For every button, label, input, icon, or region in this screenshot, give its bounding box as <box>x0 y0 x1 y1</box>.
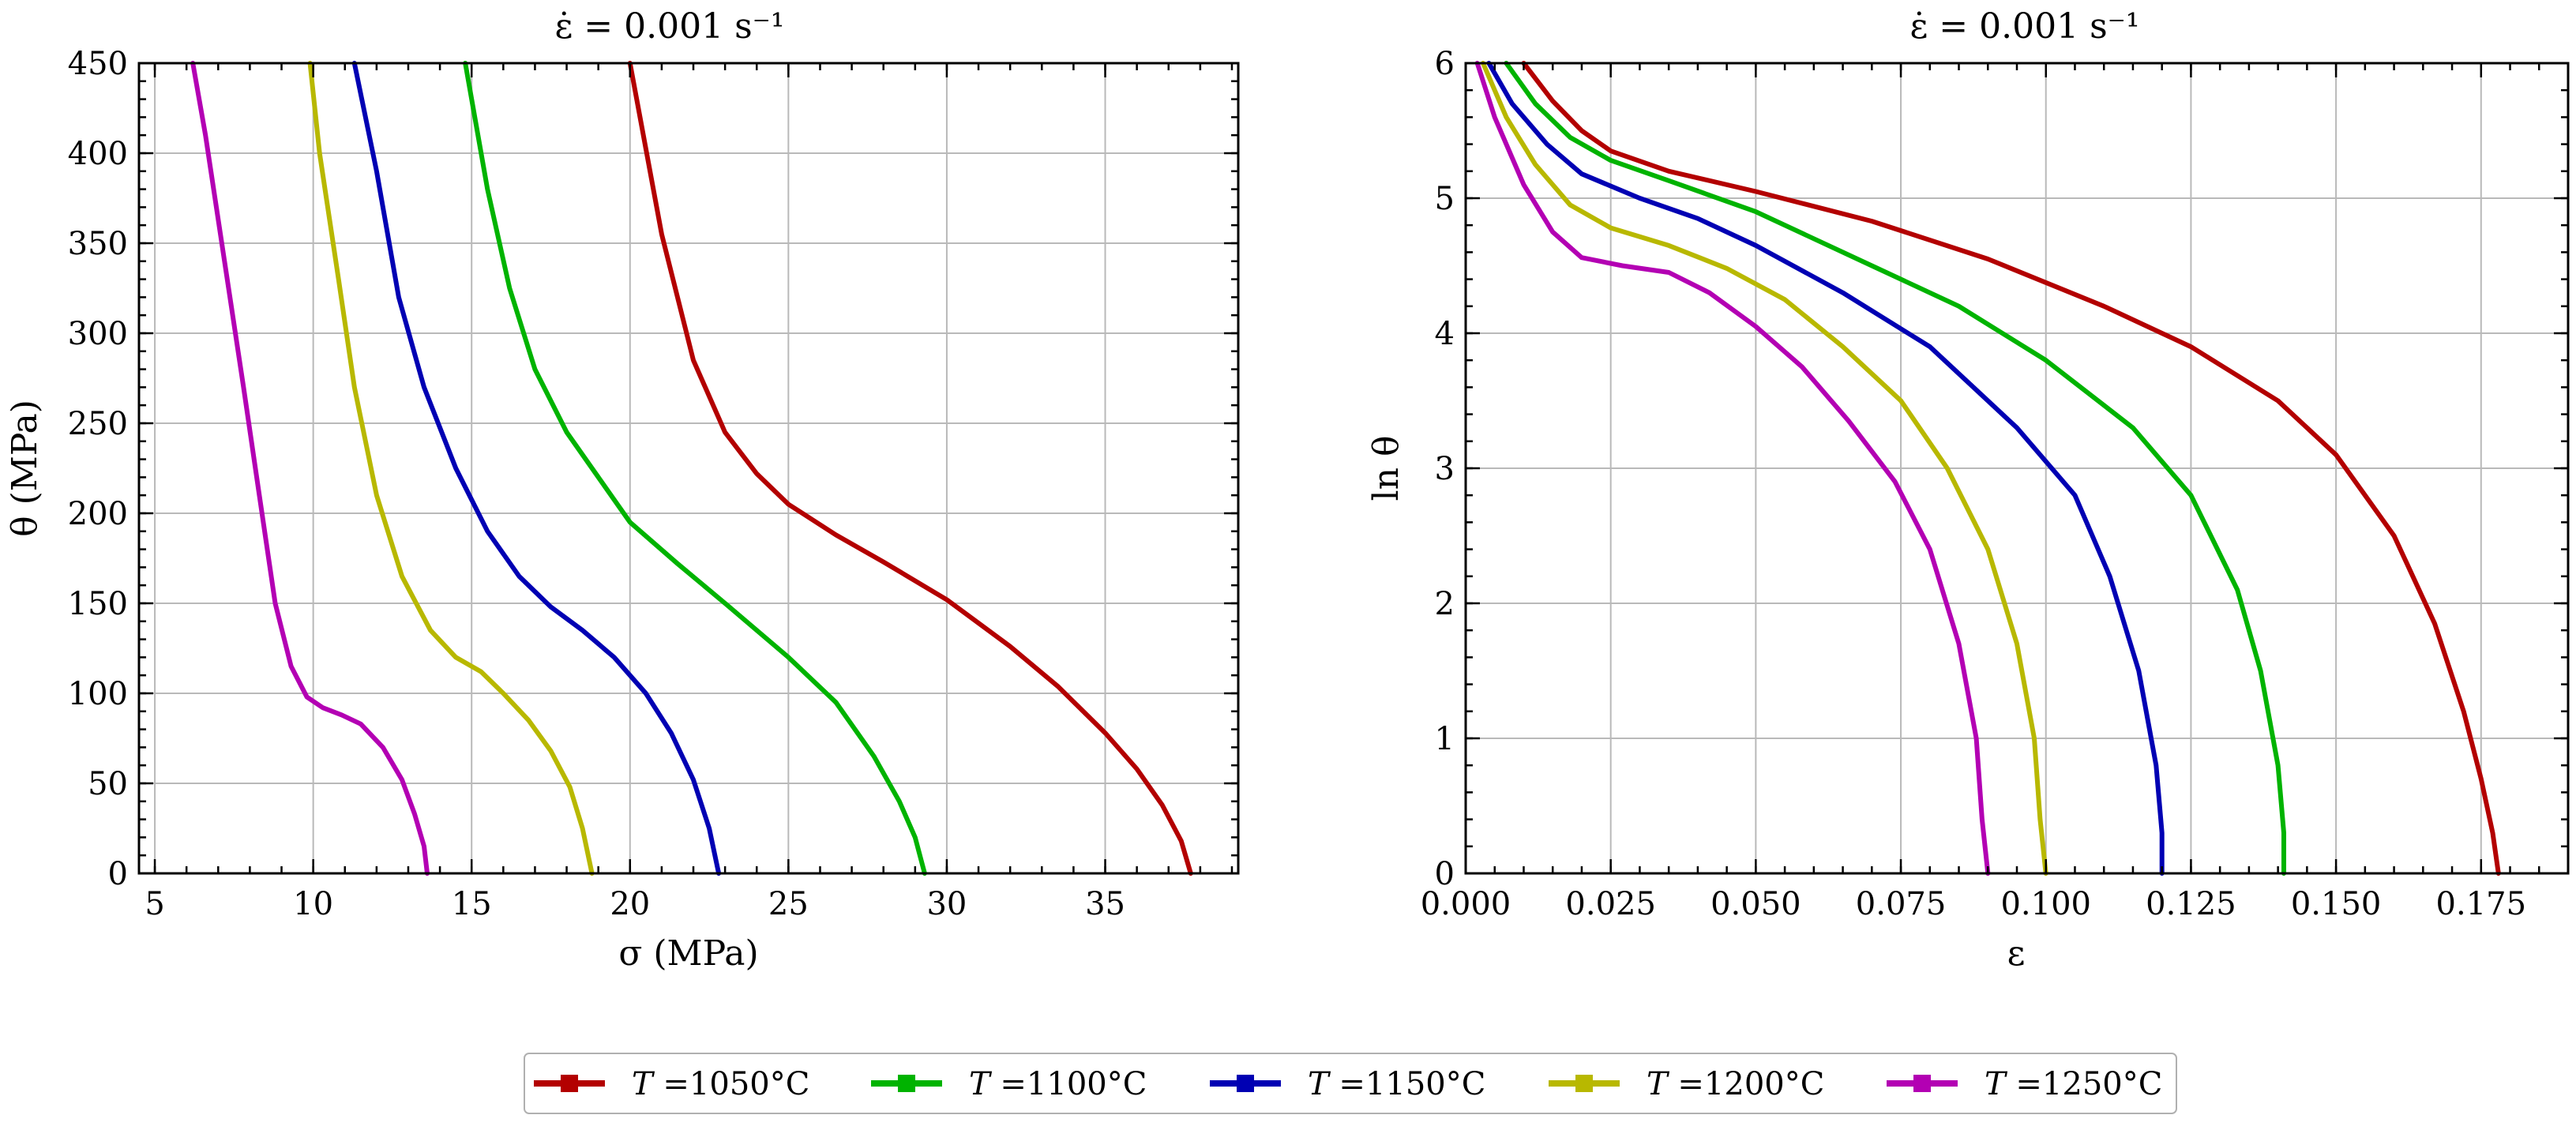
x-tick-label: 0.000 <box>1421 886 1511 922</box>
y-tick-label: 450 <box>68 46 128 82</box>
legend-item-T1050: T =1050°C <box>534 1066 809 1102</box>
y-tick-label: 0 <box>1435 856 1455 892</box>
x-tick-label: 0.100 <box>2000 886 2091 922</box>
legend-label: T =1150°C <box>1308 1066 1485 1102</box>
x-tick-label: 15 <box>452 886 492 922</box>
chart-right-curves <box>1474 61 2501 876</box>
y-tick-label: 100 <box>68 676 128 712</box>
chart-left-plot-frame <box>137 62 1240 875</box>
chart-ln-theta-vs-strain: ε̇ = 0.001 s⁻¹ 0.000 0.025 0.050 0.075 0.100… <box>1366 6 2570 974</box>
series-line-T1250 <box>1474 61 1991 876</box>
y-tick-label: 1 <box>1435 721 1455 757</box>
legend: T =1050°C T =1100°C T =1150°C T =1200°C T =1… <box>524 1053 2177 1114</box>
y-tick-label: 350 <box>68 226 128 262</box>
legend-swatch-marker <box>898 1075 915 1092</box>
legend-box <box>524 1053 2177 1114</box>
chart-right-x-axis-label: ε <box>2007 933 2026 974</box>
chart-left-curves <box>190 61 1193 876</box>
series-line-T1200 <box>307 61 595 876</box>
legend-item-T1250: T =1250°C <box>1887 1066 2162 1102</box>
chart-right-y-tick-labels: 0 1 2 3 4 5 6 <box>1435 46 1455 892</box>
legend-swatch-marker <box>1575 1075 1593 1092</box>
x-tick-label: 0.050 <box>1710 886 1801 922</box>
chart-left-title: ε̇ = 0.001 s⁻¹ <box>554 6 784 47</box>
y-tick-label: 0 <box>108 856 128 892</box>
y-tick-label: 5 <box>1435 181 1455 217</box>
legend-label: T =1250°C <box>1985 1066 2162 1102</box>
y-tick-label: 250 <box>68 406 128 442</box>
series-line-T1150 <box>1486 61 2165 876</box>
series-line-T1100 <box>1504 61 2286 876</box>
chart-left-x-axis-label: σ (MPa) <box>618 933 758 974</box>
series-line-T1250 <box>190 61 430 876</box>
x-tick-label: 20 <box>610 886 650 922</box>
x-tick-label: 0.125 <box>2146 886 2236 922</box>
series-line-T1150 <box>351 61 722 876</box>
y-tick-label: 50 <box>88 766 128 802</box>
chart-theta-vs-sigma: ε̇ = 0.001 s⁻¹ 5 10 15 20 25 30 35 0 50 100 150 20… <box>5 6 1240 974</box>
y-tick-label: 3 <box>1435 451 1455 487</box>
chart-right-ticks <box>1464 62 2570 875</box>
legend-label: T =1050°C <box>632 1066 809 1102</box>
x-tick-label: 0.150 <box>2291 886 2382 922</box>
y-tick-label: 300 <box>68 316 128 352</box>
legend-label: T =1200°C <box>1647 1066 1824 1102</box>
chart-left-x-tick-labels: 5 10 15 20 25 30 35 <box>145 886 1125 922</box>
x-tick-label: 0.075 <box>1856 886 1947 922</box>
series-line-T1050 <box>627 61 1193 876</box>
y-tick-label: 400 <box>68 136 128 172</box>
x-tick-label: 10 <box>293 886 333 922</box>
series-line-T1050 <box>1521 61 2501 876</box>
legend-swatch-marker <box>1913 1075 1931 1092</box>
x-tick-label: 35 <box>1085 886 1125 922</box>
chart-right-x-tick-labels: 0.000 0.025 0.050 0.075 0.100 0.125 0.150 0.175 <box>1421 886 2526 922</box>
series-line-T1100 <box>463 61 927 876</box>
legend-swatch-marker <box>1237 1075 1254 1092</box>
legend-item-T1200: T =1200°C <box>1549 1066 1824 1102</box>
y-tick-label: 150 <box>68 586 128 622</box>
series-line-T1200 <box>1481 61 2048 876</box>
legend-items: T =1050°C T =1100°C T =1150°C T =1200°C T =1… <box>534 1066 2162 1102</box>
x-tick-label: 25 <box>768 886 809 922</box>
x-tick-label: 0.175 <box>2436 886 2527 922</box>
legend-label: T =1100°C <box>969 1066 1147 1102</box>
y-tick-label: 2 <box>1435 586 1455 622</box>
x-tick-label: 0.025 <box>1565 886 1656 922</box>
x-tick-label: 5 <box>145 886 164 922</box>
x-tick-label: 30 <box>926 886 967 922</box>
legend-item-T1150: T =1150°C <box>1210 1066 1485 1102</box>
y-tick-label: 200 <box>68 496 128 532</box>
legend-swatch-marker <box>561 1075 578 1092</box>
y-tick-label: 4 <box>1435 316 1455 352</box>
chart-left-y-axis-label: θ (MPa) <box>5 400 45 537</box>
y-tick-label: 6 <box>1435 46 1455 82</box>
legend-item-T1100: T =1100°C <box>871 1066 1147 1102</box>
chart-left-ticks <box>139 62 1238 875</box>
chart-left-y-tick-labels: 0 50 100 150 200 250 300 350 400 450 <box>68 46 128 892</box>
chart-right-y-axis-label: ln θ <box>1366 436 1406 501</box>
chart-right-title: ε̇ = 0.001 s⁻¹ <box>1909 6 2139 47</box>
